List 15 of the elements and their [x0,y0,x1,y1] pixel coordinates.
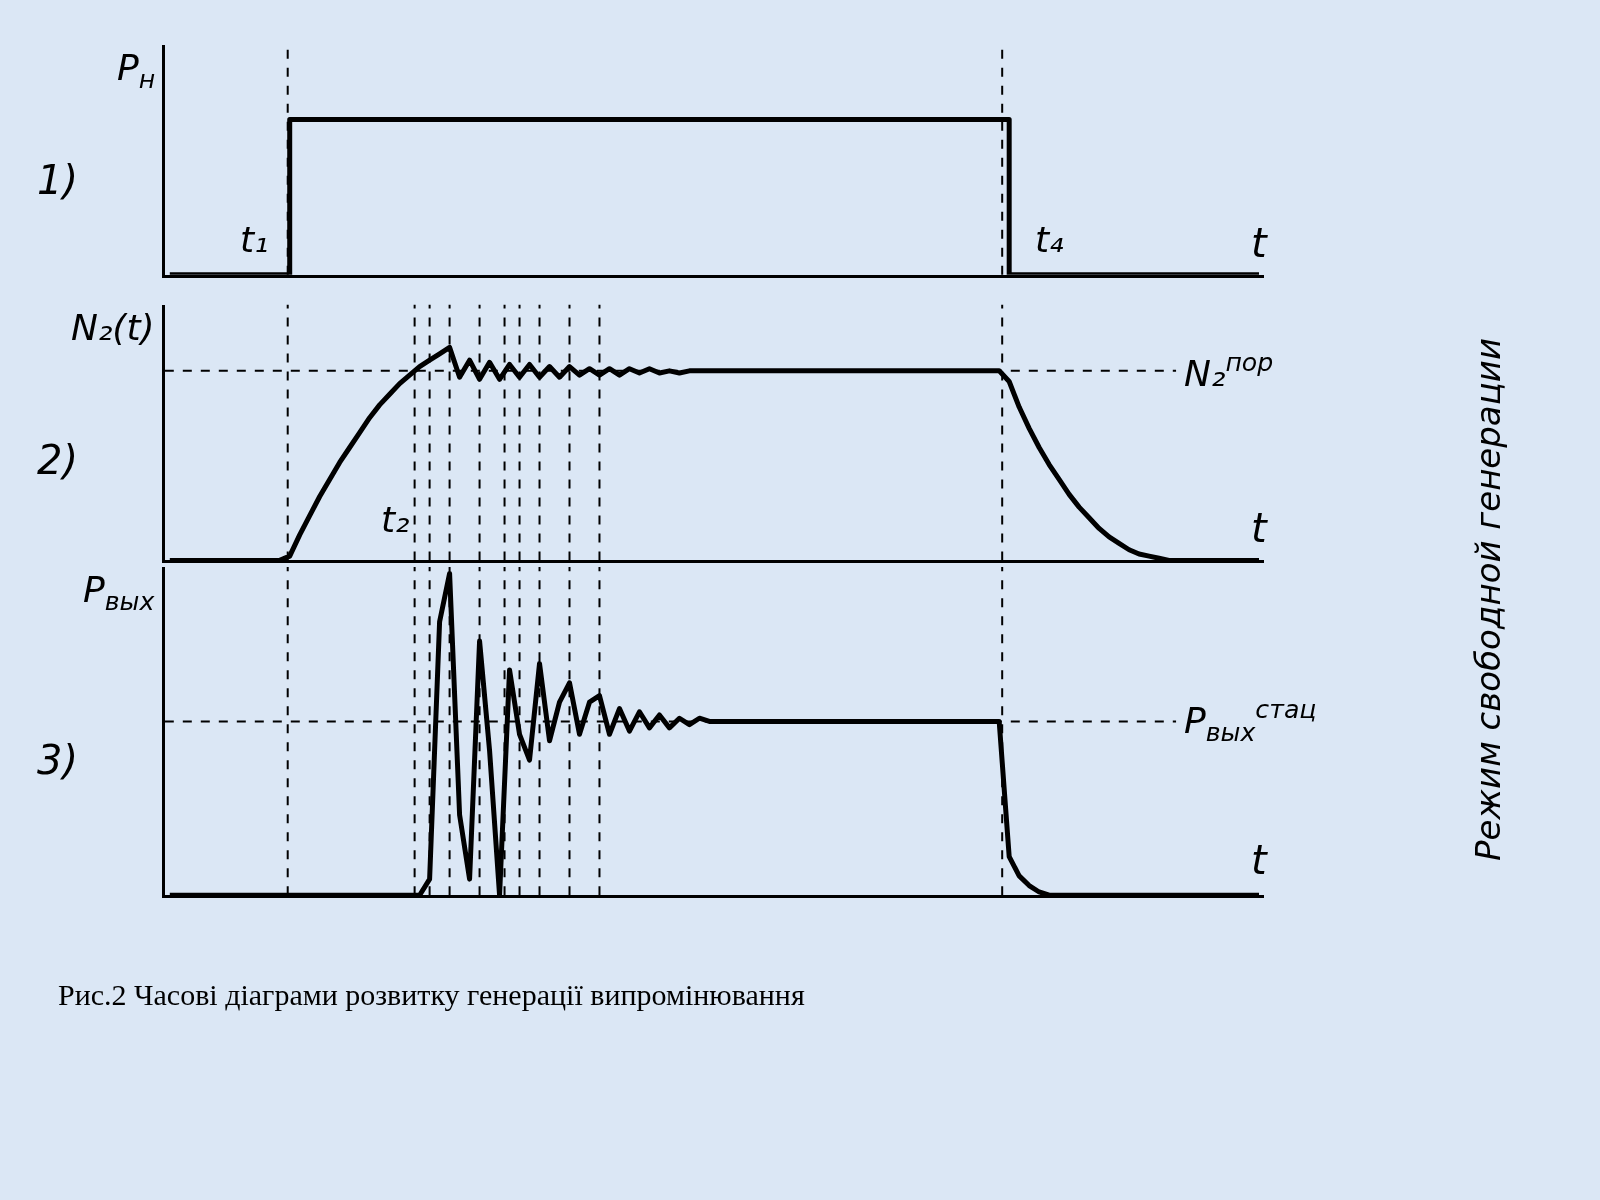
x-axis-title: t [1251,220,1268,266]
text: 3) [37,737,79,783]
annotation: t₂ [381,499,410,540]
annotation: t₄ [1035,219,1065,260]
y-axis-title: N₂(t) [71,307,155,348]
x-axis-title: t [1251,837,1268,883]
y-axis-title: P$_{н}$ [117,47,156,94]
y-axis-title: P$_{вых}$ [83,569,156,616]
text: 2) [37,437,79,483]
annotation: t₁ [240,219,269,260]
x-axis-title: t [1251,505,1268,551]
ref-line-label: N₂$^{пор}$ [1184,348,1274,395]
text: Рис.2 Часові діаграми розвитку генерації випромінювання [58,978,805,1011]
text: Режим свободной генерации [1468,337,1508,861]
text: 1) [37,157,79,203]
